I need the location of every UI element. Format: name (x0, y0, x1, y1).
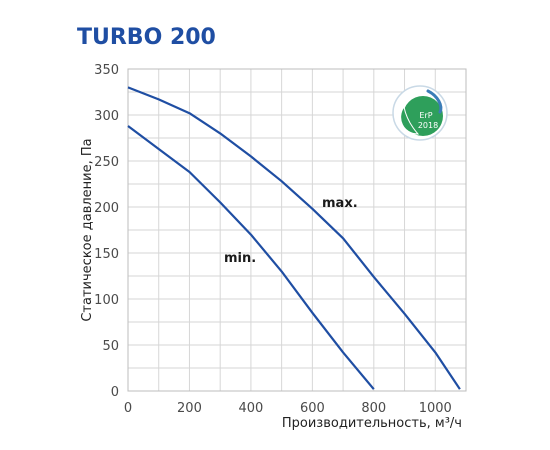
erp-badge-disc (403, 96, 443, 136)
y-tick-label: 350 (94, 63, 119, 78)
x-tick-label: 1000 (419, 401, 452, 416)
x-tick-label: 400 (238, 401, 263, 416)
series-line-max (127, 86, 461, 390)
y-tick-label: 250 (94, 155, 119, 170)
x-tick-label: 200 (177, 401, 202, 416)
chart-title: TURBO 200 (77, 25, 216, 50)
y-tick-label: 100 (94, 293, 119, 308)
x-tick-labels: 0 200 400 600 800 1000 (124, 401, 452, 416)
y-tick-label: 200 (94, 201, 119, 216)
erp-leaf-icon (400, 105, 420, 135)
y-tick-label: 300 (94, 109, 119, 124)
x-axis-label: Производительность, м³/ч (282, 416, 462, 431)
y-axis-label: Статическое давление, Па (80, 138, 95, 321)
y-tick-labels: 0 50 100 150 200 250 300 350 (94, 63, 119, 400)
x-tick-label: 0 (124, 401, 132, 416)
series-label-max: max. (322, 196, 358, 211)
erp-badge-label: ErP (419, 111, 432, 120)
plot-border (127, 68, 467, 392)
erp-badge-year: 2018 (418, 121, 438, 130)
x-tick-label: 800 (361, 401, 386, 416)
series-lines (127, 86, 461, 390)
y-tick-label: 150 (94, 247, 119, 262)
x-tick-label: 600 (300, 401, 325, 416)
y-tick-label: 0 (111, 385, 119, 400)
series-line-min (127, 125, 375, 390)
plot-frame (127, 68, 467, 392)
erp-badge: ErP 2018 (392, 85, 448, 141)
y-tick-label: 50 (102, 339, 119, 354)
series-label-min: min. (224, 251, 256, 266)
erp-leaf-icon (426, 89, 443, 114)
